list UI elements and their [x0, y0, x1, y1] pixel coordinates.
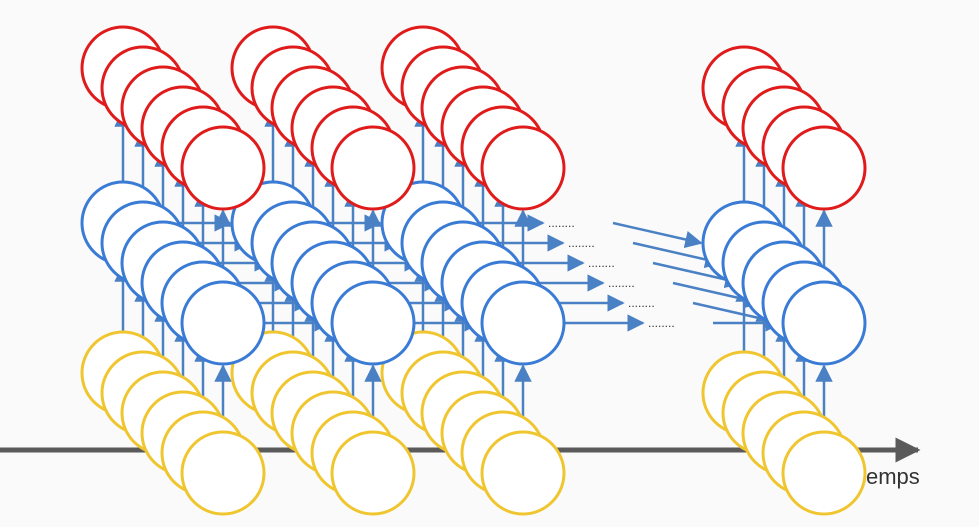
ellipsis-dots: ........ — [568, 236, 595, 250]
input-node — [180, 430, 266, 516]
ellipsis-dots: ........ — [608, 276, 635, 290]
time-axis-label: emps — [866, 464, 920, 489]
input-node — [480, 430, 566, 516]
recurrent-arrow-in — [612, 221, 703, 249]
ellipsis-dots: ........ — [588, 256, 615, 270]
ellipsis-dots: ........ — [548, 216, 575, 230]
neuron-nodes — [80, 25, 867, 516]
ellipsis-dots: ........ — [628, 296, 655, 310]
ellipsis-group: ........................................… — [548, 216, 675, 330]
hidden-node — [781, 280, 867, 366]
output-node — [180, 125, 266, 211]
hidden-node — [330, 280, 416, 366]
output-node — [480, 125, 566, 211]
input-node — [781, 430, 867, 516]
output-node — [330, 125, 416, 211]
hidden-node — [180, 280, 266, 366]
input-node — [330, 430, 416, 516]
ellipsis-dots: ........ — [648, 316, 675, 330]
hidden-node — [480, 280, 566, 366]
output-node — [781, 125, 867, 211]
